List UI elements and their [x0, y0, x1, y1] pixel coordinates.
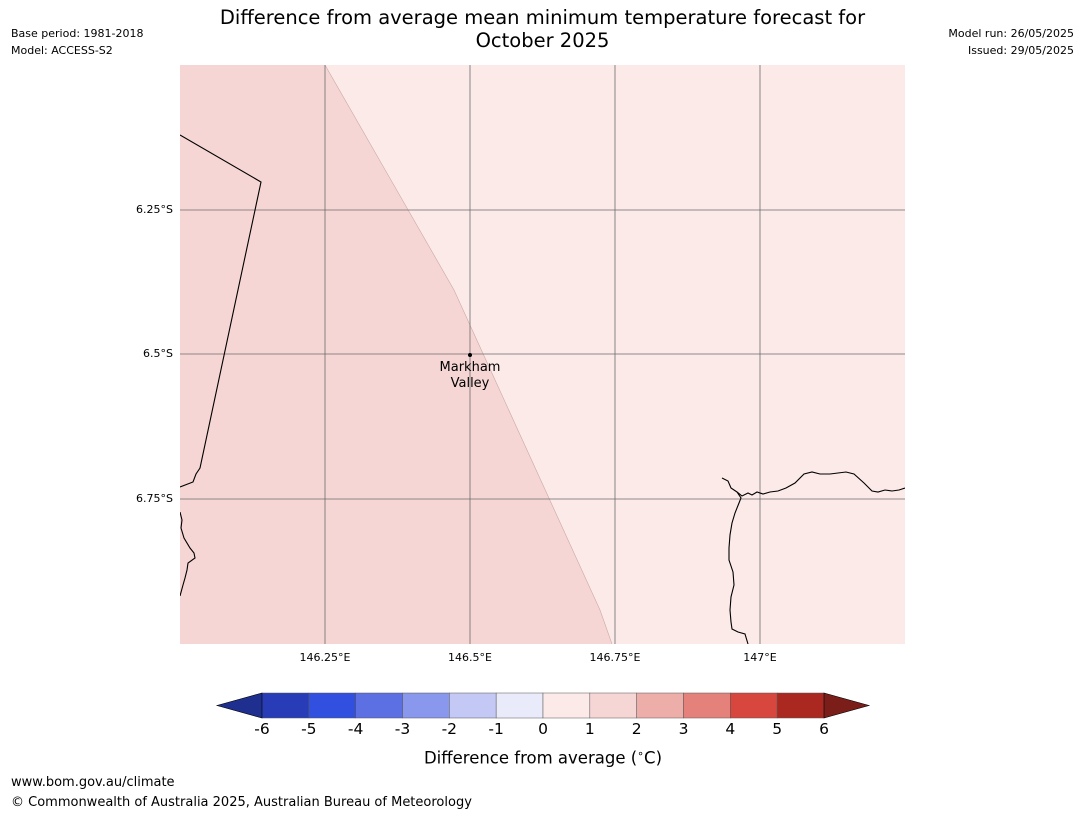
colorbar-tick-label: 0 [538, 720, 548, 738]
colorbar-tick-label: 3 [678, 720, 689, 738]
colorbar-segment [449, 692, 497, 719]
coastlines [180, 134, 905, 644]
model-run-text: Model run: 26/05/2025 [948, 27, 1074, 40]
coastline-west-lower [180, 511, 196, 597]
colorbar-segment [730, 692, 778, 719]
map-title-line1: Difference from average mean minimum tem… [219, 6, 866, 29]
colorbar-tick-label: 4 [725, 720, 736, 738]
colorbar-tick-label: -2 [441, 720, 458, 738]
lat-label-6-25: 6.25°S [136, 203, 173, 216]
city-label: Markham Valley [420, 360, 520, 392]
coastline-east [721, 471, 905, 497]
footer-url[interactable]: www.bom.gov.au/climate [11, 775, 175, 790]
header-info-left: Base period: 1981-2018 Model: ACCESS-S2 [11, 25, 143, 59]
gridlines [180, 65, 905, 644]
colorbar-segment [683, 692, 731, 719]
colorbar-label-unit: C) [644, 748, 663, 768]
colorbar-segment [589, 692, 637, 719]
colorbar-segment [542, 692, 591, 719]
issued-text: Issued: 29/05/2025 [967, 44, 1074, 57]
city-label-line2: Valley [450, 376, 490, 391]
coastline-river-south [728, 491, 749, 644]
colorbar-tick-label: -1 [488, 720, 504, 738]
footer-copyright: © Commonwealth of Australia 2025, Austra… [11, 795, 472, 810]
colorbar-segment [495, 692, 544, 719]
colorbar-tick-label: 6 [819, 720, 829, 738]
colorbar-arrow-left [215, 692, 263, 719]
colorbar-tick-label: -4 [347, 720, 364, 738]
model-text: Model: ACCESS-S2 [11, 44, 113, 57]
colorbar-tick-label: 5 [772, 720, 783, 738]
lat-label-6-5: 6.5°S [143, 347, 173, 360]
colorbar-segment [776, 692, 825, 719]
colorbar-tick-label: -5 [301, 720, 317, 738]
coastline-northwest [180, 134, 262, 488]
colorbar-segment [636, 692, 684, 719]
colorbar-tick-label: -6 [254, 720, 270, 738]
city-marker [468, 353, 472, 357]
city-label-line1: Markham [439, 360, 501, 375]
colorbar-segment [402, 692, 450, 719]
lat-label-6-75: 6.75°S [136, 492, 173, 505]
map-title: Difference from average mean minimum tem… [180, 6, 905, 52]
header-info-right: Model run: 26/05/2025 Issued: 29/05/2025 [948, 25, 1074, 59]
map-title-line2: October 2025 [475, 29, 610, 52]
lon-label-146-25: 146.25°E [299, 651, 351, 664]
colorbar-segment [308, 692, 356, 719]
base-period-text: Base period: 1981-2018 [11, 27, 144, 40]
colorbar-segment [261, 692, 310, 719]
colorbar-degree-symbol: ∘ [637, 747, 645, 760]
region-boundary-line [324, 65, 613, 644]
colorbar-label: Difference from average (∘C) [343, 747, 743, 768]
colorbar-arrow-right [823, 692, 871, 719]
colorbar-segment [355, 692, 403, 719]
lon-label-146-5: 146.5°E [448, 651, 492, 664]
colorbar-tick-label: 1 [584, 720, 595, 738]
colorbar-tick-label: 2 [631, 720, 642, 738]
lon-label-147: 147°E [743, 651, 777, 664]
colorbar-tick-label: -3 [394, 720, 411, 738]
colorbar-label-text: Difference from average ( [423, 748, 638, 768]
lon-label-146-75: 146.75°E [589, 651, 641, 664]
